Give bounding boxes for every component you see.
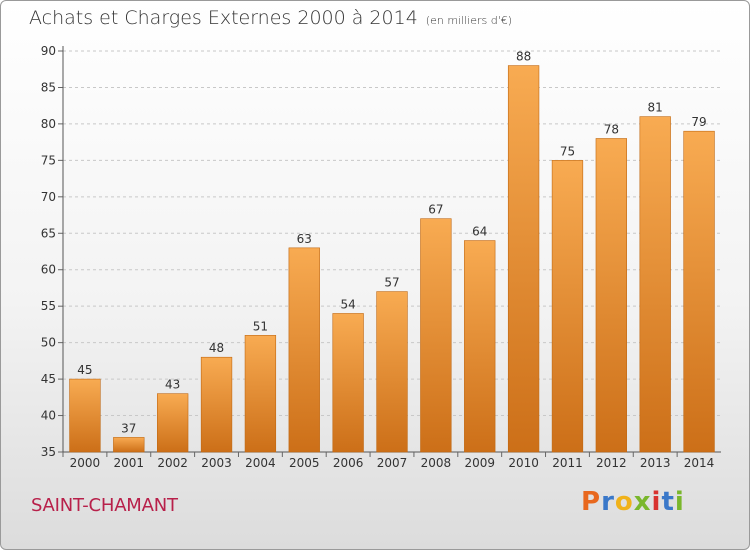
chart-title-text: Achats et Charges Externes 2000 à 2014	[29, 7, 418, 29]
y-tick-label: 50	[41, 336, 56, 350]
data-label-2002: 43	[165, 378, 180, 392]
brand-letter: i	[674, 487, 685, 517]
data-label-2014: 79	[691, 115, 706, 129]
data-label-2013: 81	[648, 101, 663, 115]
x-tick-label: 2014	[684, 456, 715, 470]
x-tick-label: 2010	[508, 456, 539, 470]
brand-letter: r	[601, 487, 615, 517]
bar-2003	[200, 356, 233, 453]
x-tick-label: 2007	[377, 456, 408, 470]
data-label-2000: 45	[77, 363, 92, 377]
x-tick-label: 2005	[289, 456, 320, 470]
data-label-2004: 51	[253, 319, 268, 333]
bar-2005	[288, 247, 320, 453]
x-tick-label: 2013	[640, 456, 671, 470]
y-tick-label: 40	[41, 409, 56, 423]
data-label-2011: 75	[560, 144, 575, 158]
data-label-2006: 54	[340, 297, 355, 311]
chart-subtitle: (en milliers d'€)	[425, 14, 513, 27]
y-tick-label: 35	[41, 445, 56, 459]
brand-letter: x	[633, 487, 652, 517]
y-tick-label: 70	[41, 190, 56, 204]
x-tick-label: 2002	[157, 456, 188, 470]
bar-2012	[595, 138, 627, 453]
y-tick-label: 55	[41, 299, 56, 313]
bar-2001	[113, 437, 145, 453]
bar-2009	[464, 240, 496, 453]
chart-title: Achats et Charges Externes 2000 à 2014 (e…	[29, 7, 512, 29]
x-tick-label: 2006	[333, 456, 364, 470]
brand-letter: P	[581, 487, 602, 517]
x-tick-label: 2012	[596, 456, 627, 470]
data-label-2005: 63	[297, 232, 312, 246]
data-label-2008: 67	[428, 203, 443, 217]
y-tick-label: 60	[41, 263, 56, 277]
data-label-2007: 57	[384, 276, 399, 290]
bar-2011	[551, 160, 584, 453]
bar-2004	[244, 335, 277, 453]
x-tick-label: 2003	[201, 456, 232, 470]
bar-2014	[683, 130, 715, 453]
bar-2010	[507, 65, 540, 453]
bar-2000	[69, 378, 101, 453]
y-tick-label: 85	[41, 80, 56, 94]
data-label-2001: 37	[121, 421, 136, 435]
data-label-2009: 64	[472, 225, 487, 239]
bars	[69, 65, 715, 453]
y-tick-label: 90	[41, 44, 56, 58]
x-tick-label: 2001	[114, 456, 145, 470]
data-labels: 45 37 43 48 51 63 54 57 67 64 88 75 78 81 79	[77, 50, 706, 436]
brand-letter: i	[651, 487, 662, 517]
x-tick-label: 2009	[464, 456, 495, 470]
y-tick-label: 75	[41, 153, 56, 167]
x-tick-label: 2008	[421, 456, 452, 470]
bar-2008	[420, 218, 452, 453]
data-label-2010: 88	[516, 50, 531, 64]
data-label-2012: 78	[604, 122, 619, 136]
y-tick-label: 65	[41, 226, 56, 240]
data-label-2003: 48	[209, 341, 224, 355]
y-tick-label: 80	[41, 117, 56, 131]
commune-name: SAINT-CHAMANT	[31, 495, 178, 516]
bar-2013	[639, 116, 671, 453]
bar-2007	[376, 291, 408, 453]
bar-2006	[332, 313, 364, 453]
y-tick-label: 45	[41, 372, 56, 386]
brand-logo: Proxiti	[581, 487, 685, 517]
x-tick-label: 2004	[245, 456, 276, 470]
x-tick-label: 2000	[70, 456, 101, 470]
brand-letter: t	[661, 487, 675, 517]
brand-letter: o	[614, 487, 634, 517]
bar-2002	[157, 393, 189, 453]
x-tick-label: 2011	[552, 456, 583, 470]
